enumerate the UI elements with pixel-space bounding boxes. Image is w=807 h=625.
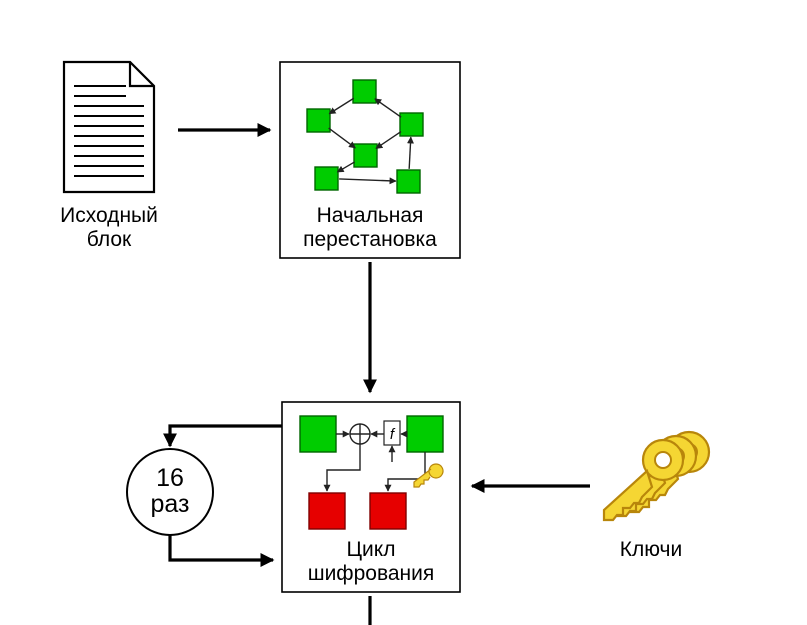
perm-square [353,80,376,103]
cycle-green-box [407,416,443,452]
cycle-red-box [370,493,406,529]
permutation-block: Начальнаяперестановка [280,62,460,258]
loop-label-2: раз [151,490,190,518]
loop-counter: 16раз [127,449,213,535]
perm-square [354,144,377,167]
source-label-2: блок [87,228,132,251]
perm-square [400,113,423,136]
arrow-cycle-to-loop [170,426,282,446]
cycle-green-box [300,416,336,452]
cycle-red-box [309,493,345,529]
keys-label: Ключи [620,538,682,561]
cycle-block: fЦиклшифрования [282,402,460,592]
source-block: Исходныйблок [60,62,158,251]
source-label-1: Исходный [60,204,158,227]
perm-square [307,109,330,132]
perm-square [315,167,338,190]
perm-square [397,170,420,193]
cycle-label-1: Цикл [347,538,396,561]
loop-label-1: 16 [156,464,184,492]
keys-icon [604,432,709,520]
cycle-label-2: шифрования [308,562,435,585]
arrow-loop-to-cycle [170,535,273,560]
perm-label-2: перестановка [303,228,437,251]
perm-label-1: Начальная [317,204,424,227]
